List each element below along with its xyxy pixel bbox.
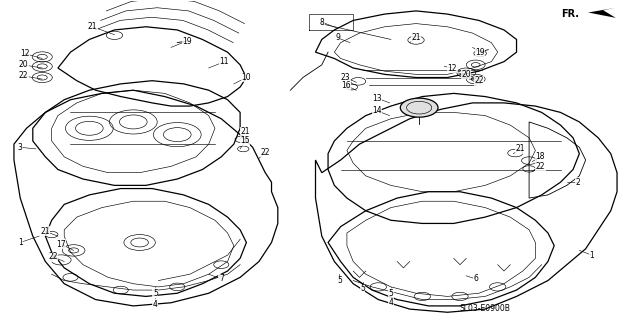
Text: 22: 22 xyxy=(261,148,270,156)
Text: 22: 22 xyxy=(48,252,57,261)
Text: 5: 5 xyxy=(360,284,365,293)
Text: 5: 5 xyxy=(389,289,393,298)
Text: 11: 11 xyxy=(220,57,229,66)
Text: 17: 17 xyxy=(56,240,66,249)
Text: 4: 4 xyxy=(389,298,393,307)
Text: 4: 4 xyxy=(153,300,158,309)
Text: 7: 7 xyxy=(219,275,224,284)
Polygon shape xyxy=(588,8,616,18)
Text: 2: 2 xyxy=(575,178,581,187)
Text: 9: 9 xyxy=(335,33,340,42)
Text: 14: 14 xyxy=(372,106,382,115)
Text: 6: 6 xyxy=(473,275,478,284)
Text: 5: 5 xyxy=(337,276,342,285)
Text: 12: 12 xyxy=(21,49,30,58)
Text: 20: 20 xyxy=(461,70,471,79)
Text: 1: 1 xyxy=(589,251,594,260)
Text: 13: 13 xyxy=(372,94,382,103)
Text: 5: 5 xyxy=(153,289,158,298)
Text: SL03-E0900B: SL03-E0900B xyxy=(459,304,510,313)
Text: 19: 19 xyxy=(182,36,192,45)
Text: 20: 20 xyxy=(18,60,28,69)
Text: 15: 15 xyxy=(240,136,250,146)
Text: 21: 21 xyxy=(40,227,50,236)
Text: 19: 19 xyxy=(475,48,485,57)
Text: 21: 21 xyxy=(88,22,97,31)
Text: 22: 22 xyxy=(19,71,28,80)
Text: 10: 10 xyxy=(242,73,251,82)
Text: 18: 18 xyxy=(536,152,545,161)
Text: 8: 8 xyxy=(319,18,324,27)
Text: 22: 22 xyxy=(474,76,483,85)
Text: 1: 1 xyxy=(18,238,23,247)
Text: 21: 21 xyxy=(411,33,421,42)
Text: 3: 3 xyxy=(18,143,23,152)
Text: 22: 22 xyxy=(536,162,545,171)
Text: 12: 12 xyxy=(448,63,457,73)
Text: 23: 23 xyxy=(341,73,350,82)
Text: FR.: FR. xyxy=(562,9,579,19)
Text: 16: 16 xyxy=(341,81,350,90)
Text: 21: 21 xyxy=(240,127,250,136)
Circle shape xyxy=(400,98,438,117)
Text: 21: 21 xyxy=(516,144,525,153)
